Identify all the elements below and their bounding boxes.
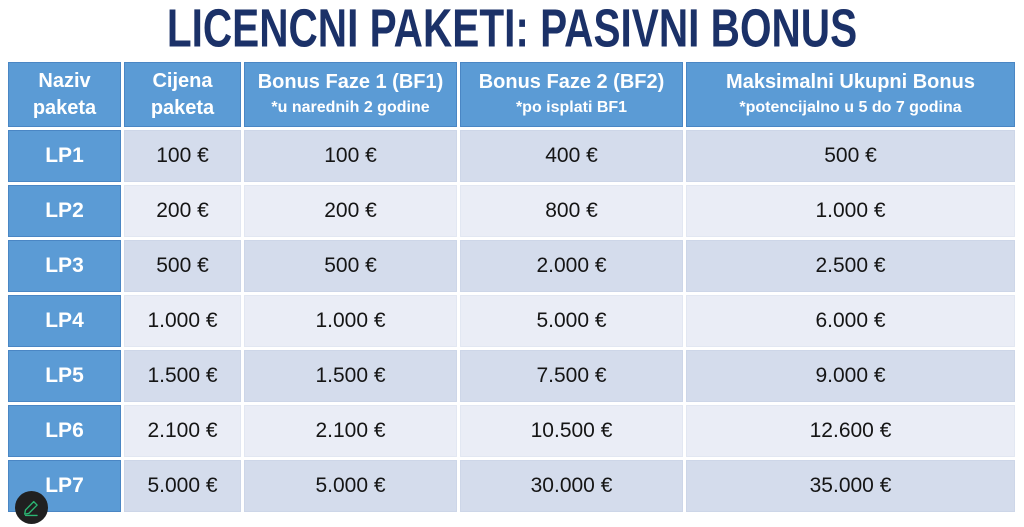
cell-lp2-max: 1.000 € — [686, 185, 1015, 237]
cell-lp7-max: 35.000 € — [686, 460, 1015, 512]
cell-lp2-cijena: 200 € — [124, 185, 241, 237]
cell-lp4-bf1: 1.000 € — [244, 295, 457, 347]
cell-lp6-bf2: 10.500 € — [460, 405, 683, 457]
cell-lp4-cijena: 1.000 € — [124, 295, 241, 347]
table-row-lp6: LP6 2.100 € 2.100 € 10.500 € 12.600 € — [8, 405, 1015, 457]
cell-lp3-bf2: 2.000 € — [460, 240, 683, 292]
column-header-label: Bonus Faze 1 (BF1) — [257, 71, 444, 93]
column-header-maksimalni-ukupni-bonus: Maksimalni Ukupni Bonus *potencijalno u … — [686, 62, 1015, 127]
table-row-lp4: LP4 1.000 € 1.000 € 5.000 € 6.000 € — [8, 295, 1015, 347]
column-header-label: Bonus Faze 2 (BF2) — [478, 71, 665, 93]
table-row-lp2: LP2 200 € 200 € 800 € 1.000 € — [8, 185, 1015, 237]
row-header-lp3: LP3 — [8, 240, 121, 292]
table-row-lp1: LP1 100 € 100 € 400 € 500 € — [8, 130, 1015, 182]
cell-lp5-bf1: 1.500 € — [244, 350, 457, 402]
cell-lp1-max: 500 € — [686, 130, 1015, 182]
cell-lp7-bf1: 5.000 € — [244, 460, 457, 512]
license-packages-table: Naziv paketa Cijena paketa Bonus Faze 1 … — [5, 59, 1018, 515]
pencil-icon — [22, 498, 41, 517]
column-header-label: paketa — [32, 96, 97, 119]
cell-lp3-cijena: 500 € — [124, 240, 241, 292]
table-row-lp7: LP7 5.000 € 5.000 € 30.000 € 35.000 € — [8, 460, 1015, 512]
cell-lp1-cijena: 100 € — [124, 130, 241, 182]
column-header-naziv-paketa: Naziv paketa — [8, 62, 121, 127]
column-header-cijena-paketa: Cijena paketa — [124, 62, 241, 127]
cell-lp6-max: 12.600 € — [686, 405, 1015, 457]
edit-button[interactable] — [15, 491, 48, 524]
cell-lp2-bf2: 800 € — [460, 185, 683, 237]
row-header-lp6: LP6 — [8, 405, 121, 457]
cell-lp1-bf1: 100 € — [244, 130, 457, 182]
column-header-subtitle: *potencijalno u 5 do 7 godina — [739, 99, 962, 116]
column-header-bonus-faze-1: Bonus Faze 1 (BF1) *u narednih 2 godine — [244, 62, 457, 127]
column-header-subtitle: *po isplati BF1 — [515, 99, 628, 116]
table-row-lp3: LP3 500 € 500 € 2.000 € 2.500 € — [8, 240, 1015, 292]
column-header-subtitle: *u narednih 2 godine — [271, 99, 430, 116]
cell-lp5-max: 9.000 € — [686, 350, 1015, 402]
cell-lp6-cijena: 2.100 € — [124, 405, 241, 457]
cell-lp7-bf2: 30.000 € — [460, 460, 683, 512]
cell-lp7-cijena: 5.000 € — [124, 460, 241, 512]
row-header-lp4: LP4 — [8, 295, 121, 347]
cell-lp5-bf2: 7.500 € — [460, 350, 683, 402]
row-header-lp2: LP2 — [8, 185, 121, 237]
page-title: LICENCNI PAKETI: PASIVNI BONUS — [166, 0, 858, 60]
cell-lp1-bf2: 400 € — [460, 130, 683, 182]
table-header-row: Naziv paketa Cijena paketa Bonus Faze 1 … — [8, 62, 1015, 127]
cell-lp4-max: 6.000 € — [686, 295, 1015, 347]
row-header-lp1: LP1 — [8, 130, 121, 182]
row-header-lp5: LP5 — [8, 350, 121, 402]
cell-lp3-max: 2.500 € — [686, 240, 1015, 292]
column-header-label: Cijena — [152, 69, 213, 92]
cell-lp5-cijena: 1.500 € — [124, 350, 241, 402]
cell-lp3-bf1: 500 € — [244, 240, 457, 292]
cell-lp4-bf2: 5.000 € — [460, 295, 683, 347]
cell-lp6-bf1: 2.100 € — [244, 405, 457, 457]
cell-lp2-bf1: 200 € — [244, 185, 457, 237]
table-row-lp5: LP5 1.500 € 1.500 € 7.500 € 9.000 € — [8, 350, 1015, 402]
column-header-bonus-faze-2: Bonus Faze 2 (BF2) *po isplati BF1 — [460, 62, 683, 127]
column-header-label: Maksimalni Ukupni Bonus — [726, 71, 975, 93]
column-header-label: Naziv — [38, 69, 91, 92]
column-header-label: paketa — [150, 96, 215, 119]
